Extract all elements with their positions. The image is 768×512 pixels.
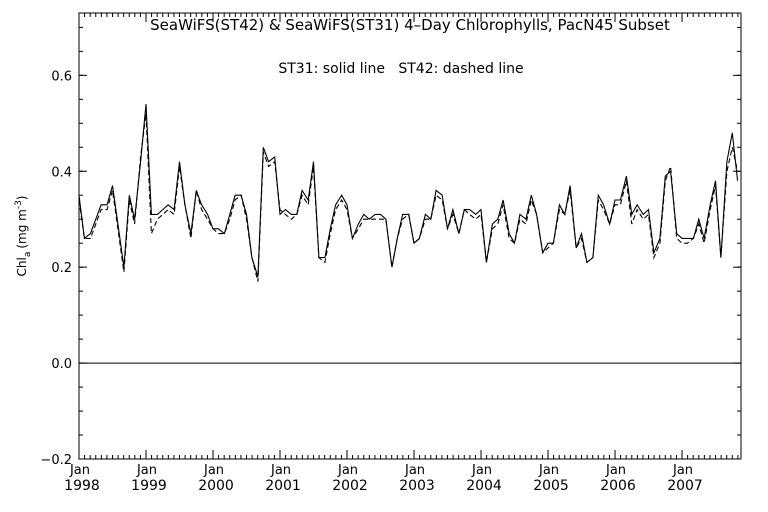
y-axis-ticks: −0.2 0.0 0.2 0.4 0.6 — [40, 26, 741, 468]
x-tick-year-label: 2004 — [466, 478, 502, 494]
x-tick-month-label: Jan — [337, 463, 358, 478]
y-axis-label-exponent: -3 — [14, 200, 24, 209]
x-axis-ticks: Jan1998Jan1999Jan2000Jan2001Jan2002Jan20… — [64, 13, 739, 494]
x-tick-month-label: Jan — [136, 463, 157, 478]
x-tick-year-label: 2006 — [600, 478, 636, 494]
x-tick-year-label: 2005 — [533, 478, 569, 494]
series-line-st42 — [78, 113, 739, 282]
x-tick-month-label: Jan — [270, 463, 291, 478]
x-tick-month-label: Jan — [203, 463, 224, 478]
y-tick-label: 0.6 — [51, 69, 72, 84]
x-tick-month-label: Jan — [404, 463, 425, 478]
x-tick-year-label: 2000 — [198, 478, 234, 494]
y-axis-label-close: ) — [15, 195, 29, 200]
series-layer — [78, 104, 739, 282]
x-tick-month-label: Jan — [471, 463, 492, 478]
x-tick-year-label: 1998 — [64, 478, 100, 494]
y-tick-label: −0.2 — [40, 453, 72, 468]
x-tick-month-label: Jan — [69, 463, 90, 478]
chart-title: SeaWiFS(ST42) & SeaWiFS(ST31) 4–Day Chlo… — [150, 16, 670, 34]
x-tick-year-label: 2003 — [399, 478, 435, 494]
y-tick-label: 0.2 — [51, 261, 72, 276]
x-tick-month-label: Jan — [672, 463, 693, 478]
y-tick-label: 0.4 — [51, 165, 72, 180]
plot-frame — [78, 12, 742, 460]
series-line-st31 — [78, 104, 739, 277]
x-tick-year-label: 2007 — [667, 478, 703, 494]
y-axis-label-main: Chl — [15, 257, 29, 276]
x-tick-year-label: 2002 — [332, 478, 368, 494]
y-axis-label: Chla (mg m-3) — [14, 195, 33, 276]
legend-annotation: ST31: solid line ST42: dashed line — [278, 61, 523, 77]
y-axis-label-subscript: a — [23, 252, 33, 258]
y-tick-label: 0.0 — [51, 357, 72, 372]
y-axis-label-units: (mg m — [15, 209, 29, 249]
x-tick-month-label: Jan — [538, 463, 559, 478]
x-tick-year-label: 1999 — [131, 478, 167, 494]
x-tick-month-label: Jan — [605, 463, 626, 478]
x-tick-year-label: 2001 — [265, 478, 301, 494]
